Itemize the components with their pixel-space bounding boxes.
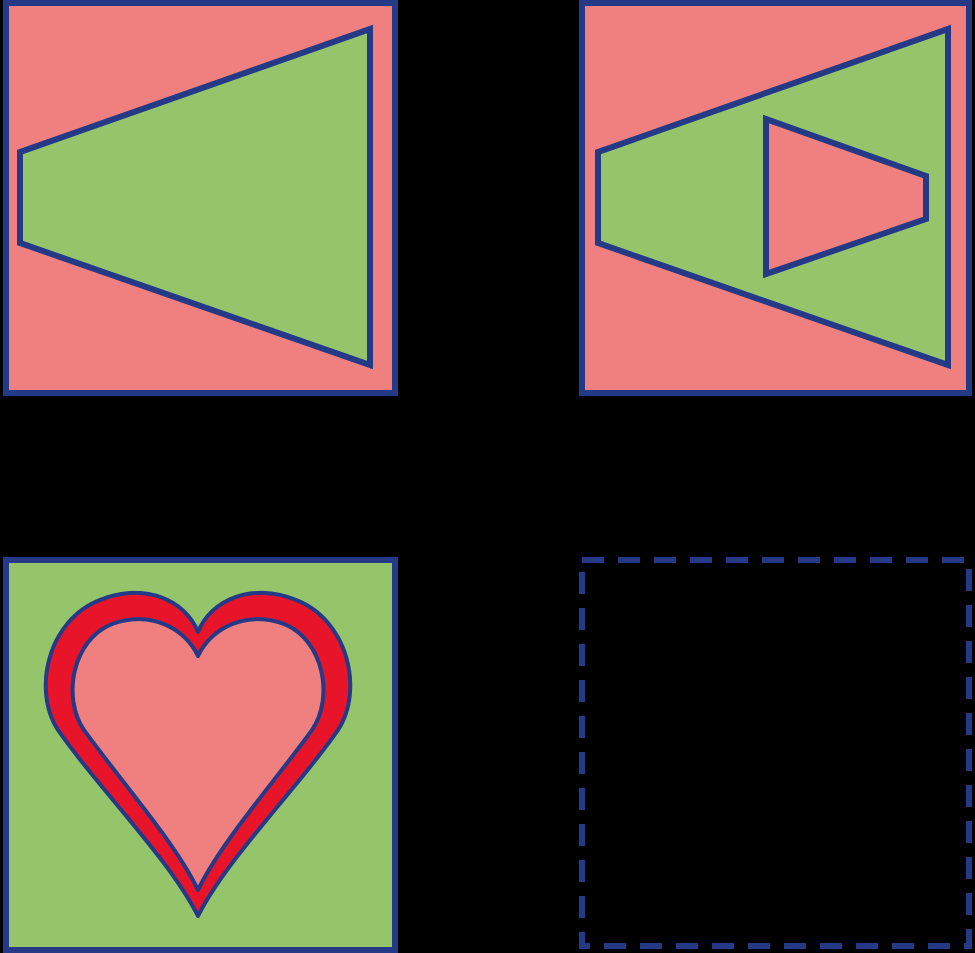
panel-top-left	[3, 0, 398, 396]
large-trapezoid-shape	[17, 24, 373, 370]
panel-top-right	[579, 0, 972, 396]
panel-bottom-left	[3, 557, 398, 953]
empty-answer-slot[interactable]	[579, 557, 972, 949]
small-trapezoid-shape	[763, 114, 929, 279]
heart-inner-shape	[70, 617, 326, 892]
panel-bottom-right[interactable]	[579, 557, 972, 949]
